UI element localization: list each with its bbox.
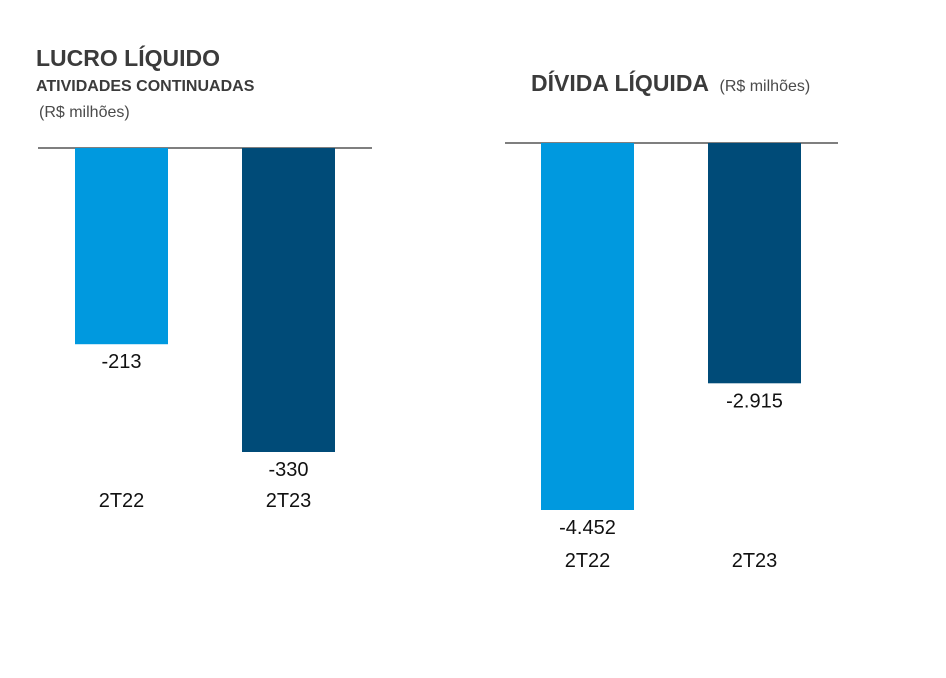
chart2-category-label-2T22: 2T22 [565, 550, 611, 572]
chart2-category-label-2T23: 2T23 [732, 550, 778, 572]
chart1-category-label-2T23: 2T23 [266, 490, 312, 512]
chart1-category-label-2T22: 2T22 [99, 490, 145, 512]
chart1-title: LUCRO LÍQUIDO [36, 44, 220, 71]
chart1-unit: (R$ milhões) [39, 104, 130, 121]
chart1-bar-2T22 [75, 148, 168, 345]
chart1-value-label-2T23: -330 [268, 459, 308, 481]
chart2-bar-2T22 [541, 143, 634, 510]
chart1-bar-2T23 [242, 148, 335, 452]
chart1-value-label-2T22: -213 [101, 351, 141, 373]
chart2-unit: (R$ milhões) [720, 78, 811, 95]
chart2-value-label-2T22: -4.452 [559, 517, 616, 539]
chart2-title-line: DÍVIDA LÍQUIDA (R$ milhões) [531, 69, 810, 96]
chart1-subtitle: ATIVIDADES CONTINUADAS [36, 78, 255, 95]
chart2-title: DÍVIDA LÍQUIDA [531, 69, 709, 96]
chart2-bar-2T23 [708, 143, 801, 384]
chart2-value-label-2T23: -2.915 [726, 390, 783, 412]
